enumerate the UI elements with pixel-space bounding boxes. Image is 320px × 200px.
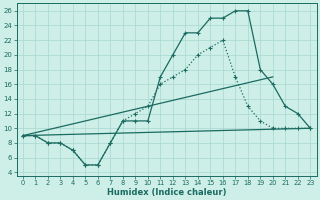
X-axis label: Humidex (Indice chaleur): Humidex (Indice chaleur): [107, 188, 226, 197]
